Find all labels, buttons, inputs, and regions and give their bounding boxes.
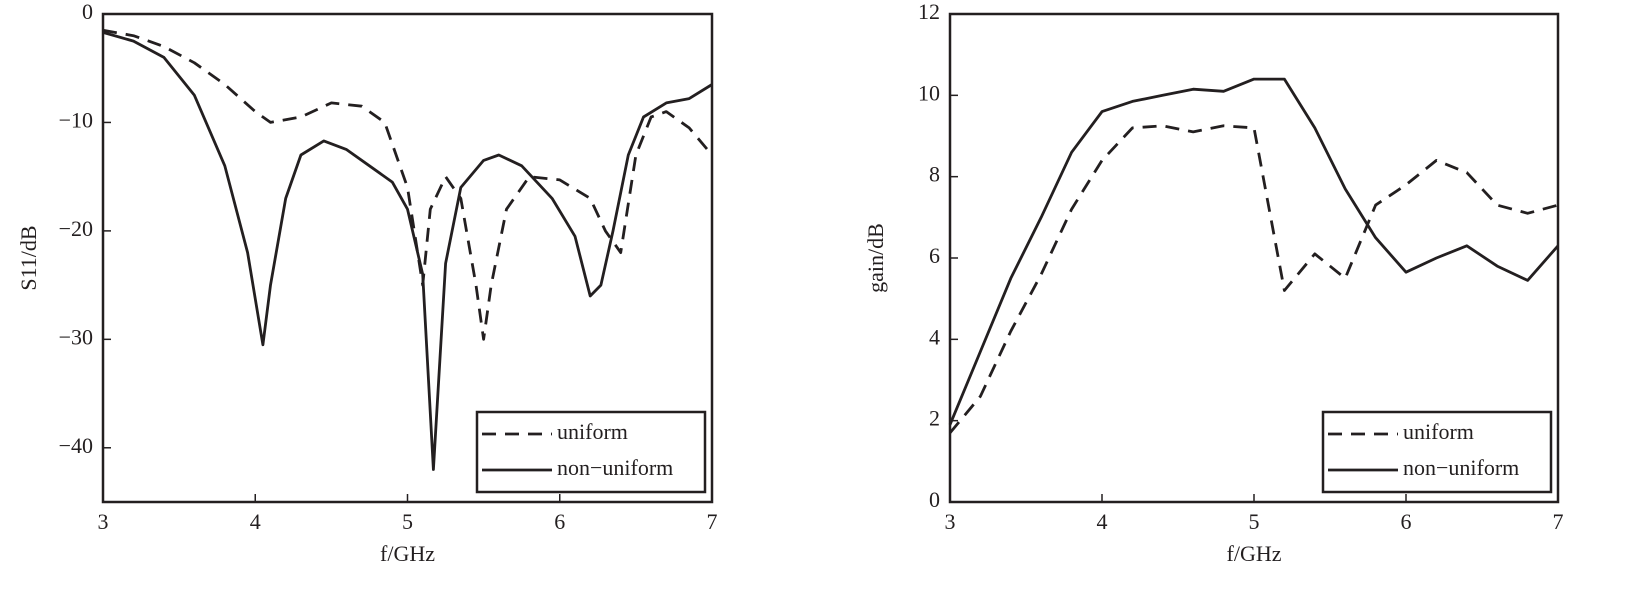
y-tick-label: 2 (929, 406, 940, 431)
y-tick-label: 10 (918, 80, 940, 105)
data-line (948, 124, 1559, 434)
x-tick-label: 6 (1401, 509, 1412, 534)
plot-frame (101, 12, 714, 504)
x-tick-label: 6 (554, 509, 565, 534)
x-axis-label: f/GHz (380, 541, 435, 566)
y-axis-label: gain/dB (863, 223, 888, 293)
data-line (948, 77, 1560, 426)
legend-label: non−uniform (557, 455, 673, 480)
legend-label: non−uniform (1403, 455, 1519, 480)
legend-label: uniform (557, 419, 628, 444)
x-axis-label: f/GHz (1227, 541, 1282, 566)
x-tick-label: 3 (98, 509, 109, 534)
y-tick-label: 0 (929, 487, 940, 512)
y-axis-label: S11/dB (16, 225, 41, 290)
legend-box (1321, 410, 1553, 494)
y-tick-label: −10 (59, 107, 93, 132)
data-line (102, 28, 714, 341)
x-tick-label: 4 (1097, 509, 1108, 534)
y-tick-label: 4 (929, 324, 940, 349)
y-tick-label: 8 (929, 162, 940, 187)
x-tick-label: 7 (707, 509, 718, 534)
y-tick-label: 6 (929, 243, 940, 268)
legend-box (475, 410, 707, 494)
data-line (102, 31, 713, 471)
y-tick-label: −40 (59, 433, 93, 458)
x-tick-label: 5 (1249, 509, 1260, 534)
x-tick-label: 4 (250, 509, 261, 534)
x-tick-label: 7 (1553, 509, 1564, 534)
y-tick-label: −30 (59, 324, 93, 349)
x-tick-label: 3 (945, 509, 956, 534)
y-tick-label: 12 (918, 0, 940, 24)
y-tick-label: −20 (59, 216, 93, 241)
plot-frame (948, 12, 1560, 504)
x-tick-label: 5 (402, 509, 413, 534)
y-tick-label: 0 (82, 0, 93, 24)
legend-label: uniform (1403, 419, 1474, 444)
